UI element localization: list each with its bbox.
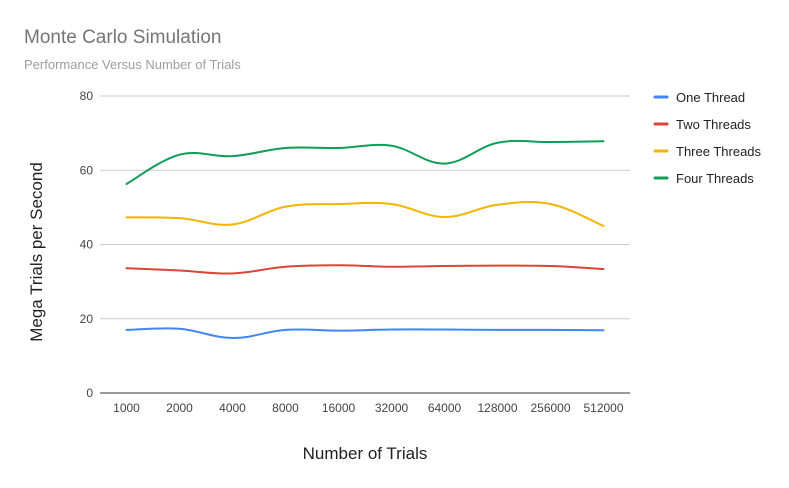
y-tick-label: 80 <box>80 89 94 103</box>
chart-subtitle: Performance Versus Number of Trials <box>24 57 241 72</box>
gridlines <box>100 95 630 394</box>
x-tick-label: 128000 <box>477 401 517 415</box>
y-axis-ticks: 0 20 40 60 80 <box>80 89 94 400</box>
x-tick-label: 64000 <box>428 401 462 415</box>
series-line-3 <box>125 139 605 185</box>
series-line-0 <box>125 327 605 340</box>
x-tick-label: 8000 <box>272 401 299 415</box>
y-axis-title: Mega Trials per Second <box>27 162 46 342</box>
x-tick-label: 4000 <box>219 401 246 415</box>
x-tick-label: 512000 <box>583 401 623 415</box>
y-tick-label: 0 <box>86 386 93 400</box>
series-line-1 <box>125 264 605 275</box>
legend-label: One Thread <box>676 90 745 105</box>
legend-label: Two Threads <box>676 117 751 132</box>
y-tick-label: 20 <box>80 312 94 326</box>
chart-title: Monte Carlo Simulation <box>24 27 221 48</box>
x-tick-label: 256000 <box>530 401 570 415</box>
y-tick-label: 60 <box>80 163 94 177</box>
legend: One Thread Two Threads Three Threads Four T… <box>653 90 762 186</box>
x-tick-label: 32000 <box>375 401 409 415</box>
y-tick-label: 40 <box>80 238 94 252</box>
x-tick-label: 1000 <box>113 401 140 415</box>
series-lines <box>125 139 605 340</box>
x-tick-label: 16000 <box>322 401 356 415</box>
x-axis-title: Number of Trials <box>303 444 428 463</box>
x-axis-ticks: 1000 2000 4000 8000 16000 32000 64000 128000 256… <box>113 401 624 415</box>
legend-label: Three Threads <box>676 144 762 159</box>
x-tick-label: 2000 <box>166 401 193 415</box>
legend-label: Four Threads <box>676 171 754 186</box>
series-line-2 <box>125 200 605 227</box>
